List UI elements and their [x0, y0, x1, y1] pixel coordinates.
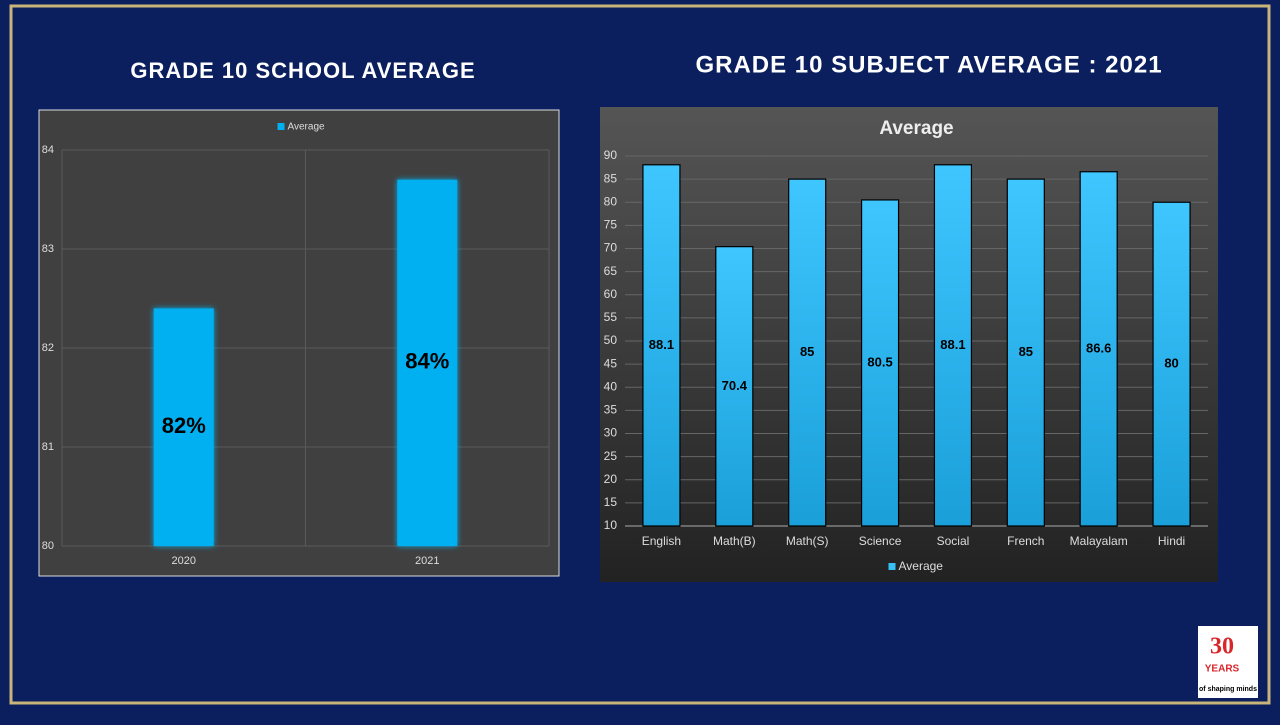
legend-label: Average [899, 559, 944, 573]
logo-tagline: of shaping minds [1199, 686, 1257, 693]
y-tick-label: 80 [42, 540, 54, 552]
logo-word: YEARS [1205, 664, 1240, 675]
bar [397, 179, 458, 546]
x-tick-label: 2021 [415, 555, 439, 567]
y-tick-label: 60 [604, 287, 618, 301]
data-label: 80.5 [867, 354, 892, 369]
data-label: 88.1 [649, 337, 674, 352]
y-tick-label: 90 [604, 148, 618, 162]
x-tick-label: Math(S) [786, 534, 829, 548]
x-tick-label: Social [937, 534, 970, 548]
chart-title: Average [879, 118, 953, 139]
legend-swatch [888, 563, 896, 570]
y-tick-label: 10 [604, 518, 618, 532]
legend-label: Average [288, 122, 326, 133]
bar [860, 199, 900, 527]
y-tick-label: 25 [604, 449, 618, 463]
bar [642, 164, 681, 527]
bar [1079, 171, 1118, 527]
y-tick-label: 70 [604, 241, 618, 255]
data-label: 70.4 [722, 378, 748, 393]
bar [715, 246, 754, 527]
chart-panel [600, 107, 1218, 582]
y-tick-label: 30 [604, 426, 618, 440]
bar [153, 308, 214, 546]
frame [9, 4, 1271, 705]
chart-panel [38, 109, 560, 577]
x-tick-label: Science [859, 534, 902, 548]
slide-heading: GRADE 10 SUBJECT AVERAGE : 2021 [695, 51, 1162, 78]
y-tick-label: 85 [604, 171, 618, 185]
y-tick-label: 75 [604, 218, 618, 232]
legend-swatch [277, 123, 285, 130]
data-label: 80 [1164, 356, 1178, 371]
y-tick-label: 35 [604, 403, 618, 417]
x-tick-label: 2020 [172, 555, 196, 567]
data-label: 82% [162, 413, 206, 438]
x-tick-label: Malayalam [1070, 534, 1128, 548]
bar [788, 178, 827, 527]
bar [1152, 201, 1191, 527]
data-label: 84% [405, 349, 449, 374]
bar [933, 164, 973, 527]
y-tick-label: 15 [604, 495, 618, 509]
y-tick-label: 83 [42, 243, 54, 255]
data-label: 88.1 [940, 337, 965, 352]
y-tick-label: 40 [604, 379, 618, 393]
y-tick-label: 84 [42, 144, 54, 156]
x-tick-label: French [1007, 534, 1044, 548]
bar [1006, 178, 1045, 527]
logo: 30 YEARS of shaping minds [1198, 626, 1258, 698]
y-tick-label: 20 [604, 472, 618, 486]
y-tick-label: 45 [604, 356, 618, 370]
y-tick-label: 81 [42, 441, 54, 453]
y-tick-label: 55 [604, 310, 618, 324]
logo-box [1198, 626, 1258, 698]
y-tick-label: 65 [604, 264, 618, 278]
data-label: 86.6 [1086, 340, 1111, 355]
y-tick-label: 80 [604, 194, 618, 208]
slide-heading: GRADE 10 SCHOOL AVERAGE [130, 58, 475, 83]
x-tick-label: English [642, 534, 681, 548]
y-tick-label: 50 [604, 333, 618, 347]
x-tick-label: Math(B) [713, 534, 756, 548]
logo-number: 30 [1210, 634, 1234, 660]
data-label: 85 [1019, 344, 1033, 359]
y-tick-label: 82 [42, 342, 54, 354]
x-tick-label: Hindi [1158, 534, 1185, 548]
data-label: 85 [800, 344, 814, 359]
